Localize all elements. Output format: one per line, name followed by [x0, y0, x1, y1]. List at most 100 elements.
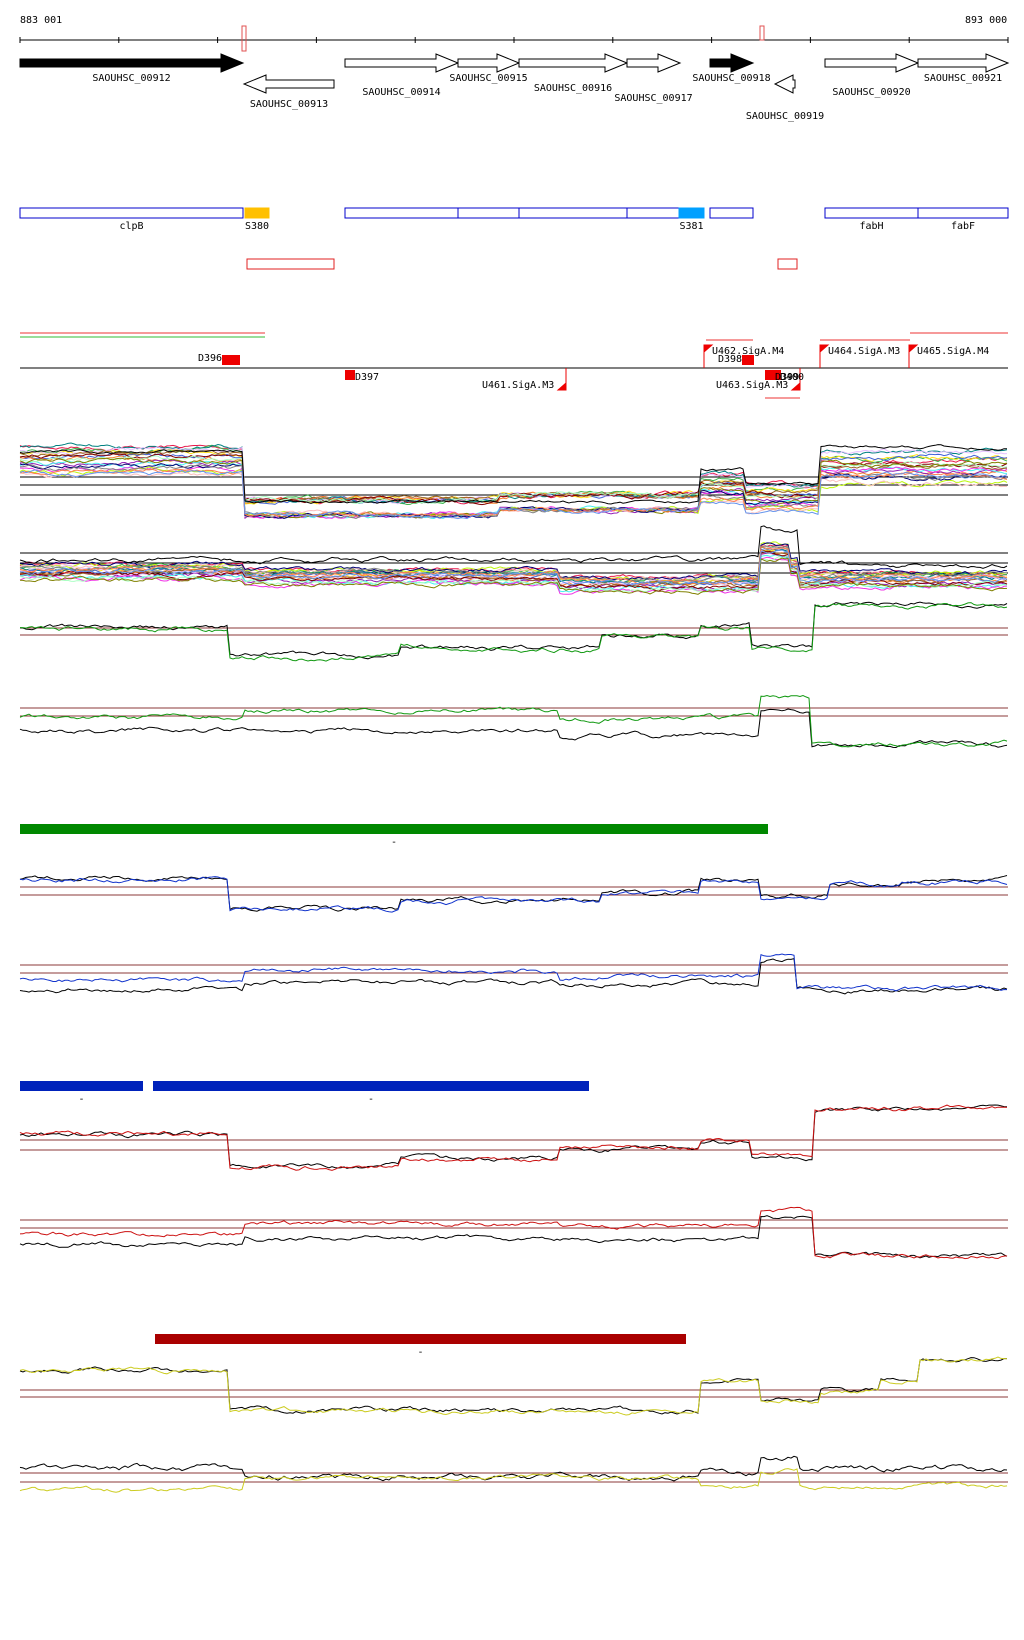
- expression-trace: [19, 601, 1008, 660]
- transcript-boxes: [246, 258, 798, 270]
- expression-trace: [19, 876, 1008, 913]
- expression-track-yellow-1: [19, 1356, 1008, 1416]
- gene-arrow[interactable]: [457, 53, 521, 73]
- expression-trace: [19, 545, 1008, 584]
- operon-box[interactable]: [626, 207, 680, 219]
- expression-trace: [19, 1104, 1008, 1169]
- gene-track: SAOUHSC_00912 SAOUHSC_00913 SAOUHSC_00914 S…: [19, 53, 1010, 122]
- gene-label: SAOUHSC_00920: [832, 87, 910, 98]
- expression-trace: [19, 694, 1008, 748]
- promoter-flag[interactable]: [703, 344, 714, 368]
- gene-label: SAOUHSC_00914: [362, 87, 440, 98]
- gene-label: SAOUHSC_00913: [250, 99, 328, 110]
- feature-label: U462.SigA.M4: [712, 346, 784, 357]
- operon-box[interactable]: [824, 207, 919, 219]
- operon-box[interactable]: [518, 207, 628, 219]
- expression-trace: [19, 1356, 1008, 1416]
- expression-tracks: [19, 442, 1008, 1493]
- condition-bars: - - - -: [20, 824, 768, 1358]
- expression-trace: [19, 957, 1008, 995]
- operon-track: clpB S380 S381 fabH fabF: [19, 207, 1009, 232]
- promoter-flag[interactable]: [790, 368, 801, 391]
- gene-arrow[interactable]: [917, 53, 1010, 73]
- operon-box[interactable]: [244, 207, 270, 219]
- feature-label: D400: [780, 372, 804, 383]
- gene-arrow[interactable]: [824, 53, 920, 73]
- feature-block[interactable]: [742, 355, 754, 365]
- gene-label: SAOUHSC_00916: [534, 83, 612, 94]
- condition-bar[interactable]: [20, 1081, 143, 1091]
- operon-box[interactable]: [678, 207, 705, 219]
- operon-box[interactable]: [457, 207, 520, 219]
- ruler-ticks: [19, 37, 1009, 43]
- expression-trace: [19, 1455, 1008, 1482]
- coordinate-ruler: 883 001 893 000: [19, 15, 1009, 52]
- gene-arrow[interactable]: [19, 53, 245, 73]
- expression-trace: [19, 1206, 1008, 1260]
- expression-track-blue-2: [19, 953, 1008, 995]
- transcript-box[interactable]: [246, 258, 335, 270]
- gene-arrow[interactable]: [518, 53, 629, 73]
- operon-label: S381: [679, 221, 703, 232]
- promoter-flag[interactable]: [556, 368, 567, 391]
- feature-label: D396: [198, 353, 222, 364]
- expression-trace: [19, 550, 1008, 592]
- expression-track-all-conditions-1: [19, 442, 1008, 520]
- gene-arrow[interactable]: [773, 74, 796, 94]
- expression-track-yellow-2: [19, 1455, 1008, 1493]
- operon-box[interactable]: [19, 207, 244, 219]
- expression-trace: [19, 953, 1008, 992]
- expression-trace: [19, 542, 1008, 581]
- gene-arrow[interactable]: [242, 74, 335, 94]
- ruler-start-coordinate: 883 001: [20, 15, 62, 26]
- transcript-box[interactable]: [777, 258, 798, 270]
- condition-bar-mark: -: [78, 1094, 84, 1105]
- promoter-flag[interactable]: [819, 344, 830, 368]
- ruler-marker-2: [759, 25, 765, 41]
- expression-trace: [19, 708, 1008, 749]
- gene-arrow[interactable]: [709, 53, 755, 73]
- expression-trace: [19, 1104, 1008, 1171]
- feature-block[interactable]: [222, 355, 240, 365]
- feature-label: U461.SigA.M3: [482, 380, 554, 391]
- expression-trace: [19, 544, 1008, 583]
- gene-label: SAOUHSC_00915: [449, 73, 527, 84]
- ruler-marker-1: [241, 25, 247, 52]
- expression-trace: [19, 444, 1007, 505]
- promoter-flag[interactable]: [908, 344, 919, 368]
- expression-trace: [19, 525, 1008, 569]
- feature-block[interactable]: [345, 370, 355, 380]
- condition-bar-mark: -: [368, 1094, 374, 1105]
- operon-label: S380: [245, 221, 269, 232]
- feature-label: U463.SigA.M3: [716, 380, 788, 391]
- feature-block[interactable]: [765, 370, 781, 380]
- operon-label: clpB: [119, 221, 143, 232]
- gene-arrow[interactable]: [626, 53, 682, 73]
- gene-arrow[interactable]: [344, 53, 460, 73]
- expression-track-green-2: [19, 694, 1008, 749]
- feature-label: U465.SigA.M4: [917, 346, 989, 357]
- condition-bar-mark: -: [417, 1347, 423, 1358]
- expression-trace: [20, 602, 1008, 662]
- condition-bar[interactable]: [153, 1081, 589, 1091]
- operon-box[interactable]: [344, 207, 459, 219]
- expression-track-green-1: [19, 601, 1008, 662]
- expression-track-red-1: [19, 1104, 1008, 1171]
- expression-trace: [19, 455, 1008, 505]
- gene-label: SAOUHSC_00919: [746, 111, 824, 122]
- operon-box[interactable]: [917, 207, 1009, 219]
- condition-bar[interactable]: [20, 824, 768, 834]
- expression-track-all-conditions-2: [19, 525, 1008, 595]
- operon-label: fabF: [951, 221, 975, 232]
- condition-bar-mark: -: [391, 837, 397, 848]
- expression-trace: [20, 464, 1008, 520]
- operon-box[interactable]: [709, 207, 754, 219]
- expression-trace: [19, 453, 1008, 506]
- expression-trace: [19, 1215, 1008, 1259]
- ruler-end-coordinate: 893 000: [965, 15, 1007, 26]
- expression-trace: [19, 557, 1008, 595]
- expression-trace: [19, 546, 1008, 585]
- condition-bar[interactable]: [155, 1334, 686, 1344]
- expression-trace: [19, 466, 1008, 518]
